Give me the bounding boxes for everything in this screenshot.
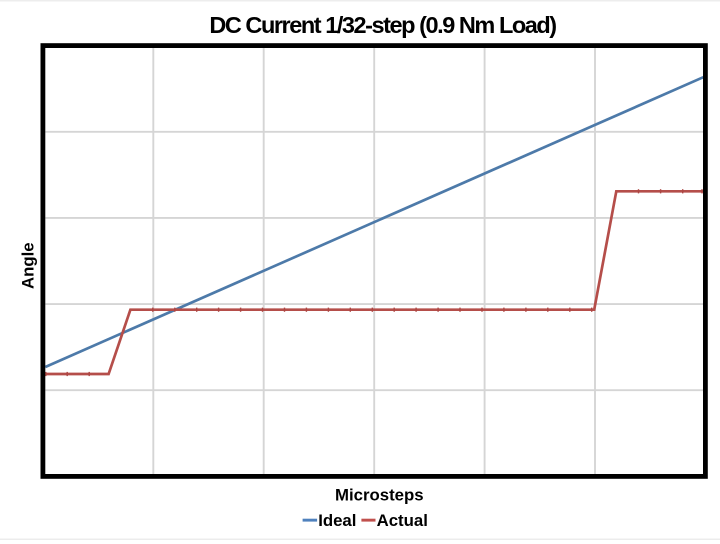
svg-text:Actual: Actual [377, 511, 428, 530]
svg-text:Angle: Angle [18, 242, 37, 289]
svg-text:Microsteps: Microsteps [335, 486, 424, 505]
svg-text:Ideal: Ideal [318, 511, 356, 530]
svg-text:DC Current 1/32-step (0.9 Nm L: DC Current 1/32-step (0.9 Nm Load) [209, 12, 556, 38]
